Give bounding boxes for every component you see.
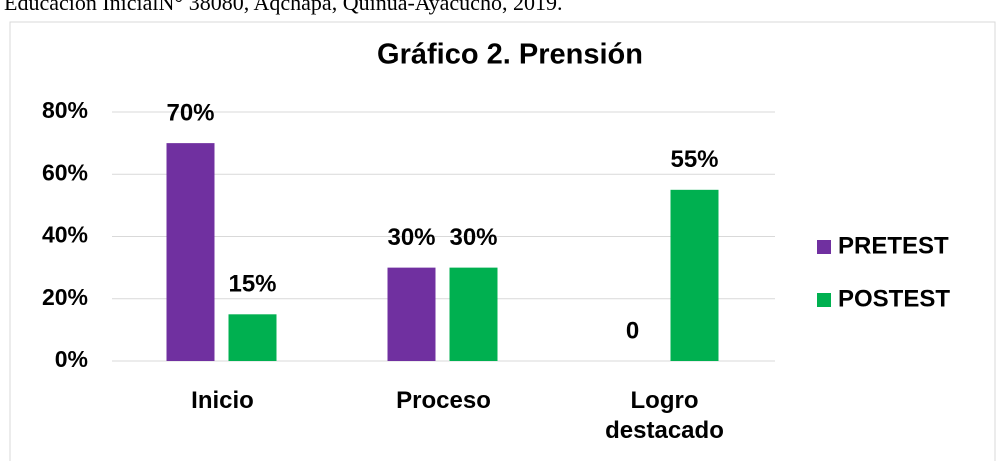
data-label: 0 [626,317,639,344]
y-tick-label: 20% [42,284,88,310]
x-tick-label: Inicio [191,387,254,414]
data-label: 70% [166,99,214,126]
bar [166,143,215,361]
bar [670,189,719,361]
chart-title: Gráfico 2. Prensión [377,39,643,71]
bar [449,267,498,361]
legend-swatch [817,240,831,254]
legend-swatch [817,293,831,307]
y-tick-label: 0% [55,346,88,372]
caption: Educación InicialN° 38080, Aqchapa, Quin… [4,0,563,15]
x-tick-label: Logro destacado [605,387,724,444]
data-label: 30% [387,224,435,251]
y-tick-label: 80% [42,97,88,123]
legend-label: POSTEST [838,285,950,312]
y-tick-label: 40% [42,222,88,248]
x-tick-label: Proceso [396,387,491,414]
data-label: 30% [449,224,497,251]
legend-label: PRETEST [838,232,949,259]
y-tick-label: 60% [42,159,88,185]
bar [228,314,277,361]
data-label: 15% [228,271,276,298]
data-label: 55% [670,146,718,173]
bar [387,267,436,361]
